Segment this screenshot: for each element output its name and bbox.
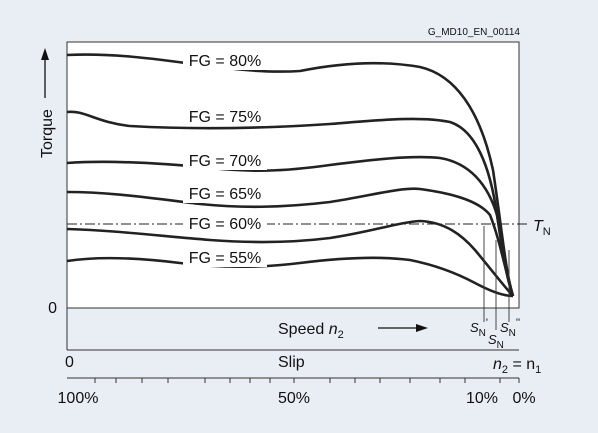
- slip-marker-lines: [483, 226, 510, 330]
- curves: [66, 53, 515, 298]
- slip-marker-sn: SN: [488, 332, 504, 351]
- speed-arrow: [378, 324, 428, 332]
- slip-tick-label-50: 50%: [278, 390, 310, 407]
- slip-marker-sn-prime: SN': [470, 317, 488, 339]
- rated-torque-label: TN: [533, 218, 551, 238]
- curve-fg-65: [66, 187, 515, 297]
- curve-label-fg-65: FG = 65%: [189, 186, 261, 203]
- x-axis-label: Speed n2: [278, 321, 344, 341]
- torque-arrow: [41, 48, 49, 98]
- curve-labels: FG = 80% FG = 75% FG = 70% FG = 65% FG =…: [183, 50, 267, 267]
- slip-tick-label-0: 0%: [512, 390, 535, 407]
- slip-axis-zero: 0: [65, 354, 74, 371]
- curve-fg-80: [66, 53, 515, 297]
- slip-axis-n2-eq-n1: n2 = n1: [493, 356, 541, 376]
- slip-tick-label-10: 10%: [466, 390, 498, 407]
- curve-label-fg-80: FG = 80%: [189, 53, 261, 70]
- slip-tick-label-100: 100%: [58, 390, 99, 407]
- curve-label-fg-60: FG = 60%: [189, 216, 261, 233]
- figure-code: G_MD10_EN_00114: [428, 27, 521, 38]
- slip-axis-ticks: [94, 378, 520, 383]
- curve-label-fg-75: FG = 75%: [189, 109, 261, 126]
- y-axis-label: Torque: [39, 109, 56, 158]
- curve-fg-60: [66, 219, 514, 297]
- slip-marker-sn-double-prime: SN'': [500, 317, 520, 339]
- curve-fg-70: [66, 155, 515, 297]
- curve-label-fg-70: FG = 70%: [189, 153, 261, 170]
- slip-axis-title: Slip: [278, 354, 305, 371]
- y-origin-label: 0: [48, 300, 57, 317]
- curve-fg-55: [66, 256, 514, 298]
- curve-label-fg-55: FG = 55%: [189, 250, 261, 267]
